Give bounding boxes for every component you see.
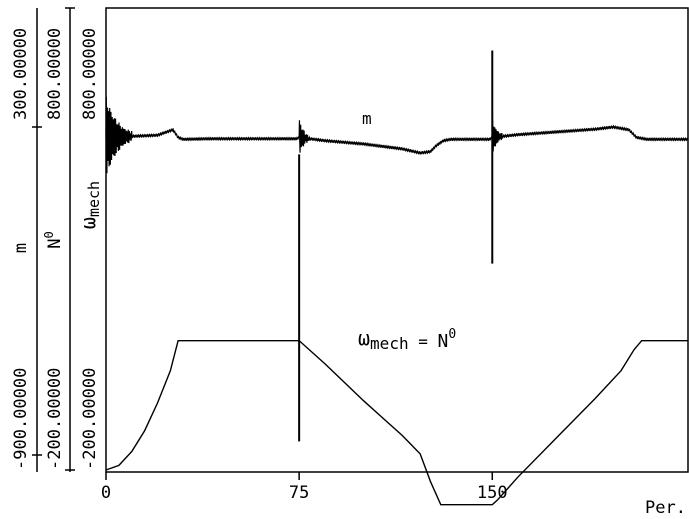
annotation-equals: = xyxy=(409,332,438,351)
annotation-omega-base: ω xyxy=(358,326,370,350)
y-axis-n-label-base: N xyxy=(45,238,65,248)
x-tick-label-1: 75 xyxy=(289,483,309,503)
y-axis-omega-top-tick-label: 800.00000 xyxy=(80,28,100,120)
x-axis-label: Per. xyxy=(645,498,686,518)
series-layer xyxy=(105,50,689,506)
y-axis-n-bottom-tick-label: -200.00000 xyxy=(45,368,65,470)
y-axis-n-top-tick-label: 800.00000 xyxy=(45,28,65,120)
y-axis-m-bottom-tick-label: -900.00000 xyxy=(11,368,31,470)
y-axis-omega-label-base: ω xyxy=(76,217,100,229)
annotation-speed-equation: ωmech = N0 xyxy=(358,326,456,353)
x-axis-ticks: 0 75 150 xyxy=(101,472,508,503)
annotation-n-base: N xyxy=(437,331,448,352)
y-axis-omega-bottom-tick-label: -200.00000 xyxy=(80,368,100,470)
annotation-m: m xyxy=(362,109,372,128)
series-speed-line xyxy=(105,339,688,506)
annotation-omega-sub: mech xyxy=(370,334,409,353)
y-axis-omega-label-sub: mech xyxy=(85,181,103,217)
x-tick-label-0: 0 xyxy=(101,483,111,503)
series-m-line xyxy=(105,96,689,174)
plot-frame xyxy=(105,7,689,473)
y-axis-n-label-sup: 0 xyxy=(42,231,56,238)
y-axis-m-label: m xyxy=(11,243,31,253)
y-axis-m-top-tick-label: 300.00000 xyxy=(11,28,31,120)
annotation-n-sup: 0 xyxy=(448,327,456,342)
y-axis-n-label: N0 xyxy=(42,231,65,248)
y-axis-omega-label: ωmech xyxy=(76,181,103,229)
